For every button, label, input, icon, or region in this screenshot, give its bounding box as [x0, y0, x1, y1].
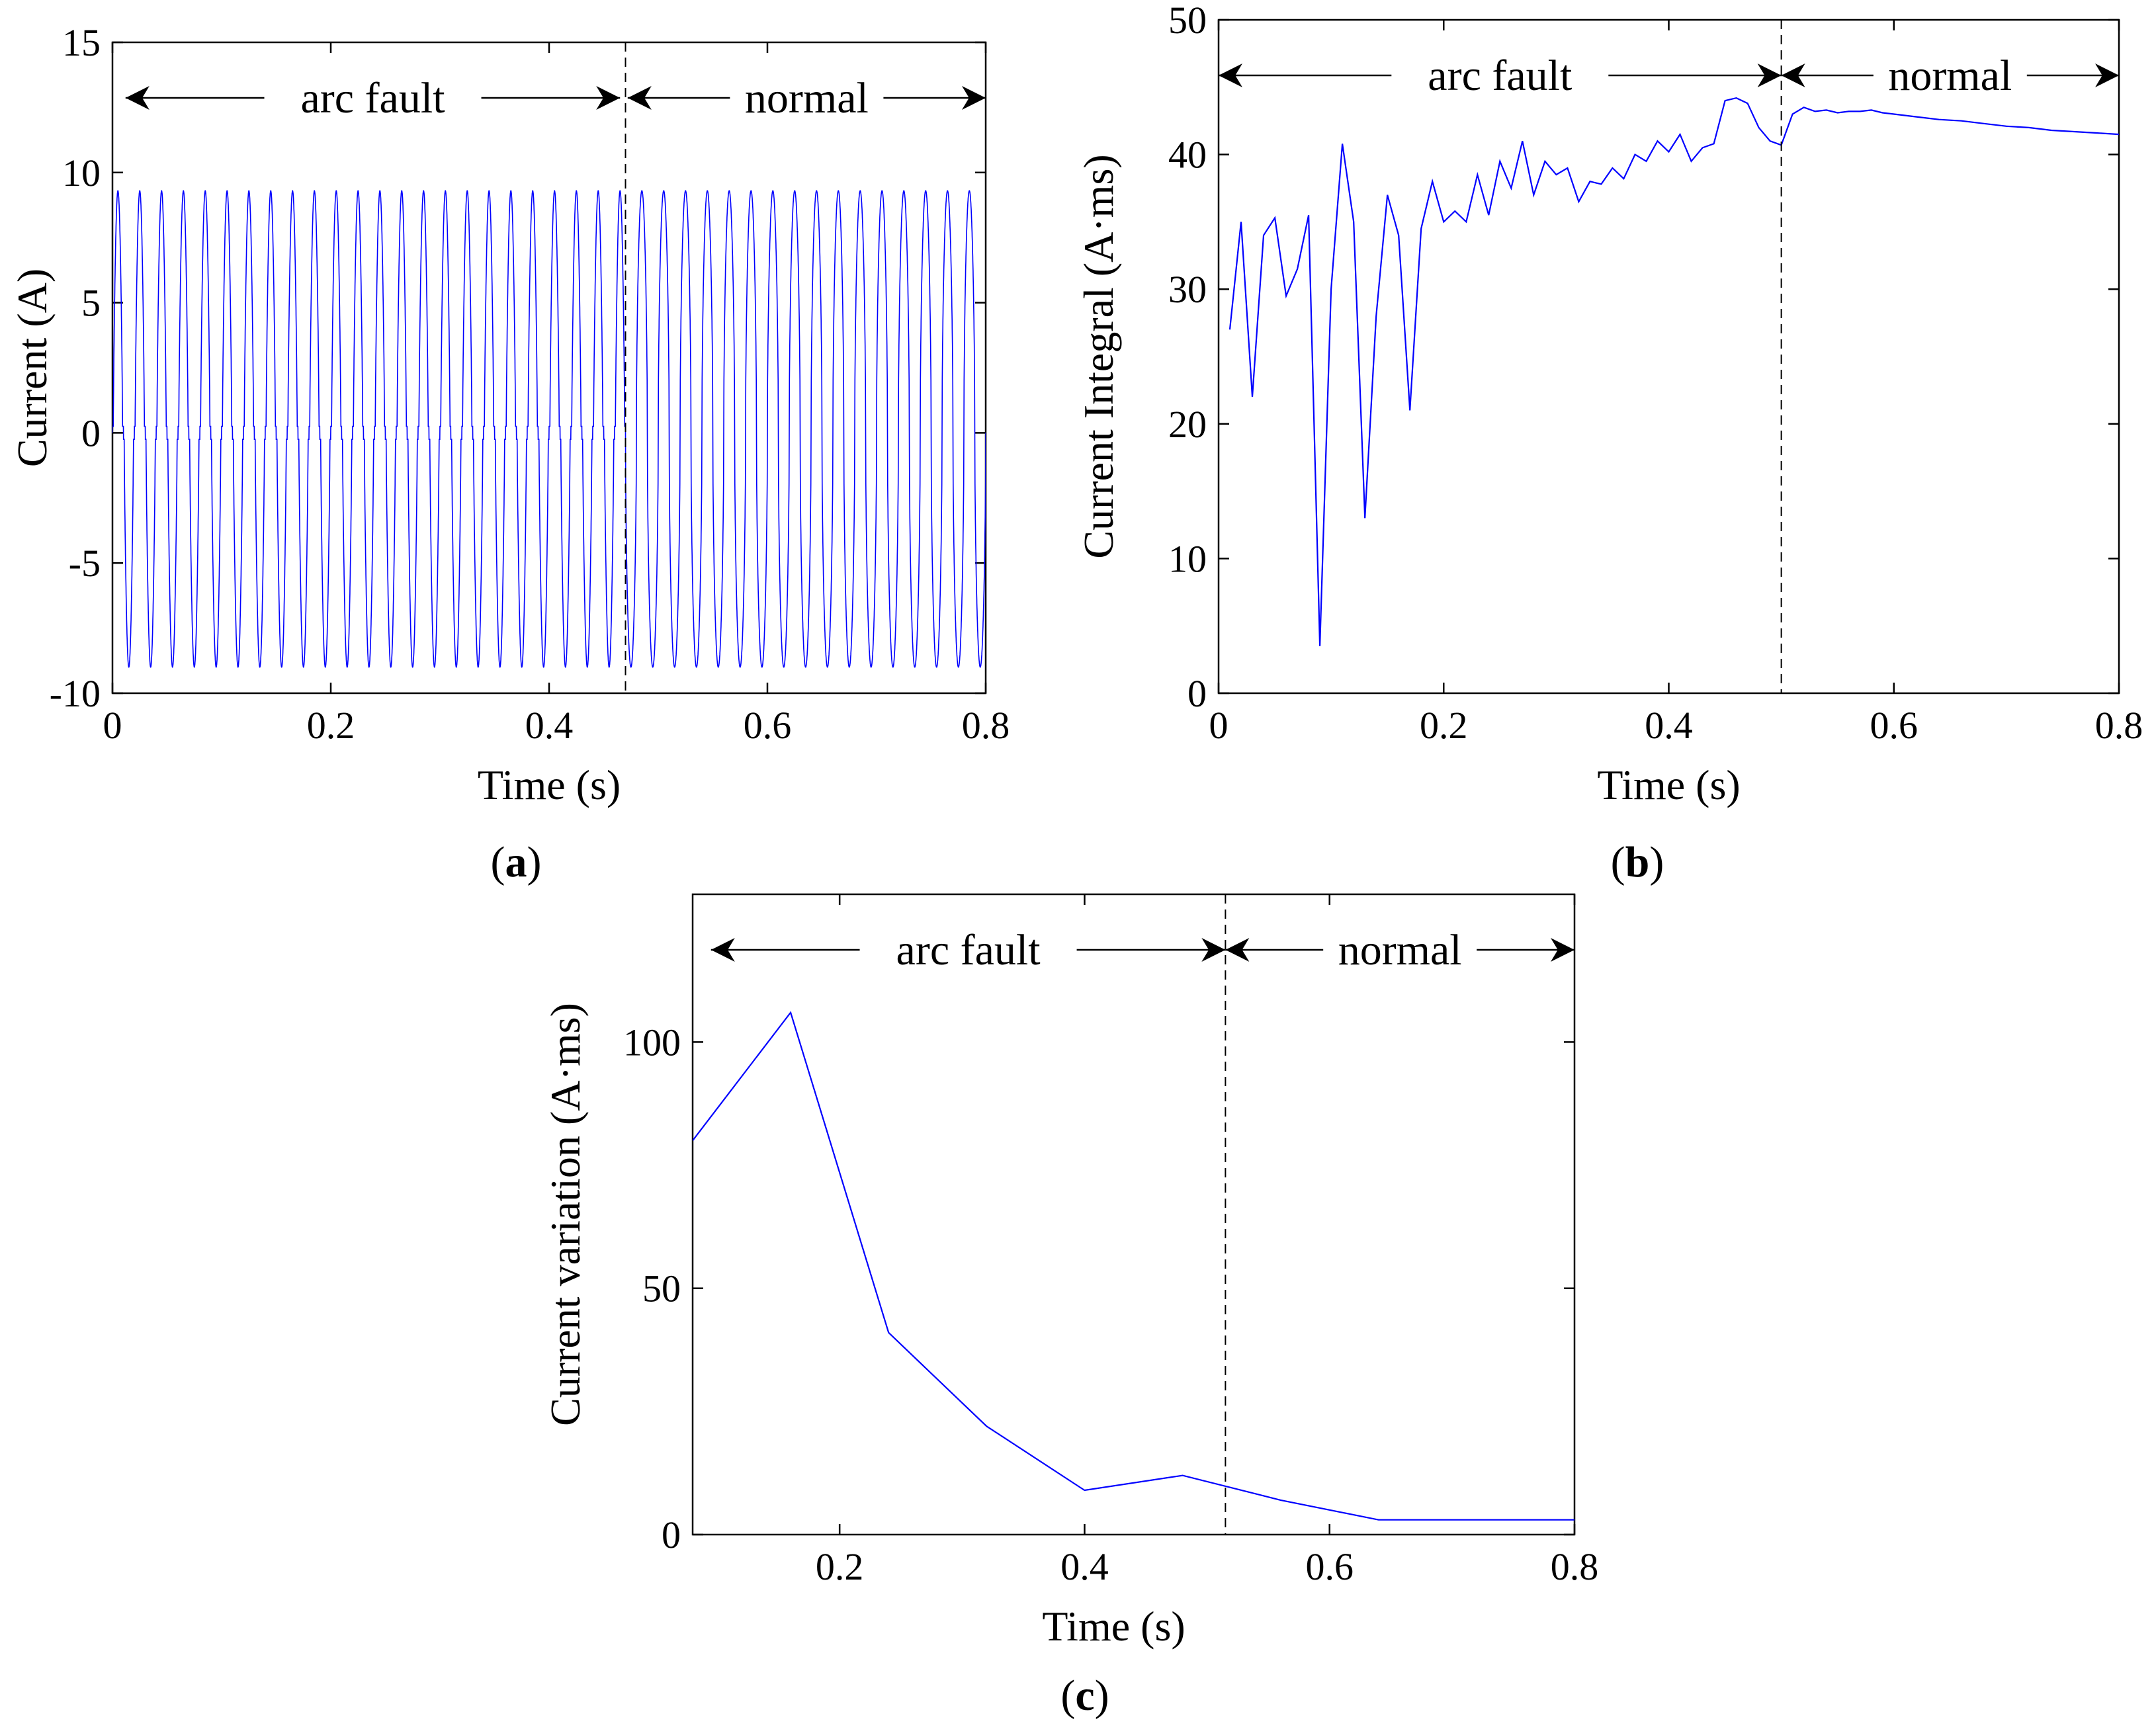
x-tick-label: 0.4: [1645, 704, 1693, 747]
panel-letter: a: [505, 838, 527, 886]
y-tick-label: 20: [1168, 403, 1207, 446]
y-tick-label: 40: [1168, 134, 1207, 177]
x-tick-label: 0.4: [525, 704, 574, 747]
y-tick-label: -5: [69, 542, 101, 585]
panel-letter: c: [1075, 1672, 1094, 1720]
panel-label: (a): [491, 838, 542, 886]
panel-paren-open: (: [1611, 838, 1625, 886]
region-label: normal: [745, 74, 869, 122]
panel-label: (b): [1611, 838, 1664, 886]
y-tick-label: 5: [81, 282, 101, 325]
y-tick-label: 30: [1168, 268, 1207, 311]
x-axis-label: Time (s): [1597, 761, 1740, 808]
y-tick-label: 10: [62, 151, 101, 194]
x-tick-label: 0.6: [744, 704, 792, 747]
y-tick-label: 50: [1168, 0, 1207, 42]
y-tick-label: 100: [623, 1021, 681, 1064]
x-tick-label: 0.4: [1060, 1545, 1109, 1588]
chart-b: 0 0.2 0.4 0.6 0.8 0 10 20 30 40 50 Time (s) Current …: [1075, 0, 2143, 886]
y-axis-label: Current (A): [9, 269, 56, 467]
series-line: [112, 190, 986, 668]
plot-frame: [1217, 19, 2120, 695]
region-label: arc fault: [301, 74, 445, 122]
x-axis-label: Time (s): [478, 761, 621, 808]
chart-c: 0.2 0.4 0.6 0.8 0 50 100 Time (s) Current variat…: [542, 893, 1599, 1720]
y-tick-label: 0: [662, 1513, 681, 1556]
x-tick-label: 0.6: [1870, 704, 1919, 747]
x-tick-label: 0: [103, 704, 122, 747]
region-label: normal: [1338, 926, 1462, 974]
y-axis-label: Current variation (A·ms): [542, 1003, 589, 1426]
x-tick-label: 0.2: [1420, 704, 1468, 747]
x-axis-label: Time (s): [1042, 1603, 1185, 1650]
x-tick-label: 0.8: [962, 704, 1010, 747]
plot-frame: [691, 893, 1576, 1536]
x-tick-label: 0.6: [1305, 1545, 1354, 1588]
series-line: [1229, 97, 2119, 646]
panel-paren-close: ): [1649, 838, 1664, 886]
y-tick-label: 50: [642, 1267, 681, 1310]
panel-paren-open: (: [1060, 1672, 1075, 1720]
panel-label: (c): [1060, 1672, 1109, 1720]
panel-paren-close: ): [527, 838, 542, 886]
panel-letter: b: [1625, 838, 1650, 886]
y-tick-label: 0: [1187, 672, 1207, 715]
y-tick-label: 10: [1168, 537, 1207, 580]
x-tick-label: 0.8: [2095, 704, 2143, 747]
series-line: [693, 1011, 1574, 1521]
x-tick-label: 0.2: [816, 1545, 864, 1588]
x-tick-label: 0.2: [307, 704, 355, 747]
region-label: normal: [1888, 52, 2012, 100]
x-tick-label: 0: [1209, 704, 1229, 747]
y-tick-label: 0: [81, 411, 101, 454]
y-axis-label: Current Integral (A·ms): [1075, 154, 1122, 558]
region-label: arc fault: [1428, 52, 1572, 100]
x-tick-label: 0.8: [1551, 1545, 1599, 1588]
chart-a: 0 0.2 0.4 0.6 0.8 -10 -5 0 5 10 15 Time (s) Current …: [9, 21, 1010, 886]
panel-paren-close: ): [1095, 1672, 1109, 1720]
y-tick-label: -10: [50, 672, 101, 715]
region-label: arc fault: [896, 926, 1041, 974]
panel-paren-open: (: [491, 838, 505, 886]
y-tick-label: 15: [62, 21, 101, 64]
